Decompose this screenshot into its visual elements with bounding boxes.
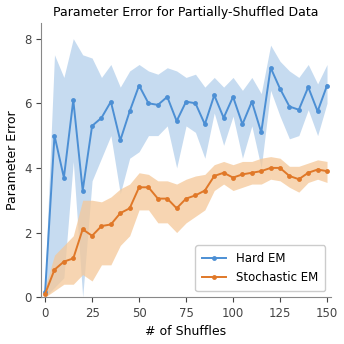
Stochastic EM (297, 177, 301, 181)
Hard EM (62, 175, 66, 180)
Hard EM (297, 108, 301, 112)
Line: Stochastic EM: Stochastic EM (43, 165, 330, 297)
Stochastic EM (325, 169, 329, 173)
Stochastic EM (231, 175, 235, 180)
Line: Hard EM: Hard EM (43, 65, 330, 295)
Stochastic EM (287, 174, 291, 178)
Title: Parameter Error for Partially-Shuffled Data: Parameter Error for Partially-Shuffled D… (53, 6, 319, 19)
Hard EM (222, 116, 226, 120)
Stochastic EM (99, 224, 104, 228)
Hard EM (287, 105, 291, 109)
Stochastic EM (222, 171, 226, 175)
Stochastic EM (43, 292, 47, 296)
Stochastic EM (137, 185, 141, 189)
Hard EM (99, 116, 104, 120)
Hard EM (147, 101, 151, 105)
Stochastic EM (259, 169, 263, 173)
Hard EM (315, 109, 320, 114)
Stochastic EM (156, 196, 160, 201)
Hard EM (52, 133, 56, 138)
Hard EM (203, 122, 207, 126)
Hard EM (137, 84, 141, 88)
Stochastic EM (71, 256, 75, 260)
Hard EM (269, 66, 273, 70)
Stochastic EM (165, 196, 169, 201)
Hard EM (90, 124, 94, 128)
Stochastic EM (80, 227, 85, 232)
Stochastic EM (306, 171, 310, 175)
Stochastic EM (250, 171, 254, 175)
Hard EM (250, 100, 254, 104)
Stochastic EM (278, 166, 282, 170)
Hard EM (156, 103, 160, 107)
Y-axis label: Parameter Error: Parameter Error (6, 110, 19, 209)
Stochastic EM (118, 211, 122, 215)
Stochastic EM (203, 189, 207, 193)
Hard EM (118, 138, 122, 142)
Hard EM (184, 100, 188, 104)
Stochastic EM (184, 196, 188, 201)
Stochastic EM (175, 206, 179, 211)
Hard EM (240, 122, 245, 126)
Legend: Hard EM, Stochastic EM: Hard EM, Stochastic EM (195, 245, 325, 291)
Hard EM (231, 95, 235, 99)
Stochastic EM (109, 223, 113, 227)
Hard EM (109, 100, 113, 104)
Hard EM (71, 98, 75, 102)
Stochastic EM (269, 166, 273, 170)
Hard EM (259, 130, 263, 135)
Stochastic EM (193, 193, 197, 197)
X-axis label: # of Shuffles: # of Shuffles (146, 325, 227, 338)
Hard EM (193, 101, 197, 105)
Hard EM (128, 109, 132, 114)
Stochastic EM (62, 260, 66, 264)
Stochastic EM (147, 185, 151, 189)
Stochastic EM (52, 268, 56, 272)
Stochastic EM (212, 174, 216, 178)
Hard EM (43, 290, 47, 294)
Hard EM (165, 95, 169, 99)
Hard EM (325, 84, 329, 88)
Hard EM (80, 189, 85, 193)
Stochastic EM (128, 206, 132, 211)
Hard EM (175, 119, 179, 123)
Hard EM (306, 85, 310, 89)
Hard EM (278, 87, 282, 91)
Stochastic EM (90, 234, 94, 238)
Stochastic EM (315, 168, 320, 172)
Hard EM (212, 93, 216, 97)
Stochastic EM (240, 172, 245, 176)
